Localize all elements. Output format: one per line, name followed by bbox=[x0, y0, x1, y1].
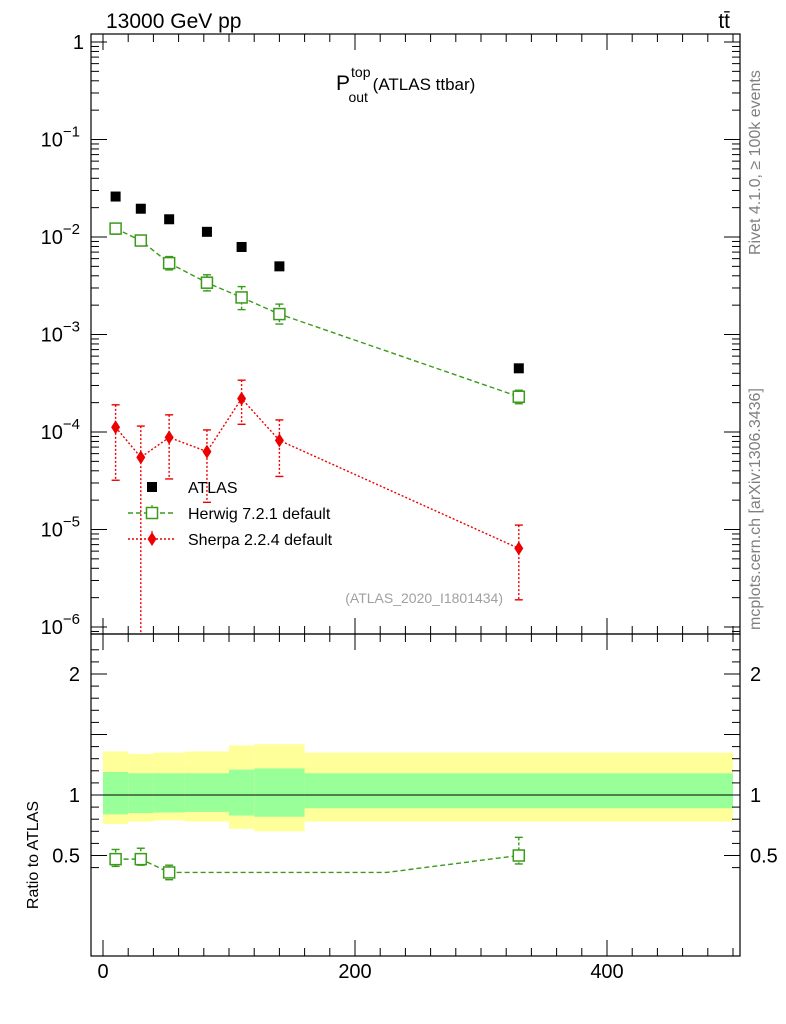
atlas-data-point bbox=[274, 261, 285, 272]
legend-marker-atlas bbox=[147, 482, 157, 492]
atlas-data-point bbox=[164, 214, 175, 225]
ratio-band-inner bbox=[229, 769, 255, 816]
atlas-data-point bbox=[513, 363, 524, 374]
sherpa-point bbox=[237, 391, 247, 406]
main-panel-axes: 10−610−510−410−310−210−11 bbox=[41, 32, 741, 639]
ratio-ytick-label-right: 2 bbox=[750, 664, 761, 686]
ratio-ytick-label-left: 2 bbox=[69, 664, 80, 686]
tick-exponent: −5 bbox=[63, 514, 80, 531]
ratio-band-inner bbox=[184, 773, 229, 812]
sherpa-point bbox=[164, 430, 174, 445]
tick-exponent: −1 bbox=[63, 124, 80, 141]
main-panel-content bbox=[109, 191, 526, 634]
xtick-label: 0 bbox=[97, 961, 108, 983]
legend-label-data: ATLAS bbox=[188, 480, 238, 497]
herwig-point bbox=[273, 307, 286, 321]
xtick-label: 200 bbox=[338, 961, 371, 983]
main-ytick-label: 10−5 bbox=[41, 514, 80, 542]
ratio-ytick-label-left: 0.5 bbox=[52, 846, 80, 868]
legend-marker-herwig bbox=[145, 506, 159, 520]
sherpa-point bbox=[514, 541, 524, 556]
herwig-point bbox=[162, 256, 176, 270]
title-suffix: (ATLAS ttbar) bbox=[368, 75, 475, 94]
ratio-ytick-label-right: 0.5 bbox=[750, 846, 778, 868]
title-sub: out bbox=[348, 89, 368, 105]
herwig-point bbox=[235, 291, 248, 304]
main-series-group bbox=[109, 191, 526, 634]
title-main: P bbox=[336, 72, 350, 95]
herwig-point bbox=[200, 276, 214, 289]
ratio-herwig-point bbox=[512, 849, 526, 862]
process-label: tt̄ bbox=[718, 10, 730, 33]
ratio-band-inner bbox=[128, 773, 154, 814]
ratio-panel-content bbox=[91, 744, 740, 881]
ratio-ytick-label-left: 1 bbox=[69, 785, 80, 807]
sherpa-point bbox=[202, 444, 212, 459]
ratio-panel-axes: 0 200 400 0.5 0.5 1 1 2 2 bbox=[52, 633, 778, 983]
main-ytick-label: 10−2 bbox=[41, 221, 80, 249]
legend-marker-sherpa bbox=[147, 532, 157, 546]
ratio-band-inner bbox=[304, 773, 733, 809]
ratio-herwig-line bbox=[115, 854, 519, 874]
ratio-band-inner bbox=[103, 772, 129, 815]
tick-exponent: −3 bbox=[63, 319, 80, 336]
tick-exponent: −4 bbox=[63, 416, 80, 433]
plot-title: Ptop out (ATLAS ttbar) bbox=[336, 64, 475, 105]
main-ytick-label: 10−3 bbox=[41, 319, 80, 347]
sherpa-line bbox=[115, 397, 520, 550]
energy-label: 13000 GeV pp bbox=[106, 10, 241, 33]
main-ytick-label: 1 bbox=[73, 32, 84, 54]
atlas-data-point bbox=[135, 203, 146, 214]
ratio-herwig-point bbox=[162, 866, 176, 879]
xtick-label: 400 bbox=[590, 961, 623, 983]
analysis-reference: (ATLAS_2020_I1801434) bbox=[345, 590, 503, 606]
ratio-band-inner bbox=[153, 773, 185, 813]
tick-base: 10 bbox=[41, 422, 63, 444]
sherpa-point bbox=[274, 433, 284, 448]
herwig-point bbox=[109, 222, 122, 235]
tick-base: 10 bbox=[41, 130, 63, 152]
ratio-herwig-group bbox=[109, 836, 526, 881]
herwig-point bbox=[134, 234, 148, 247]
herwig-point bbox=[512, 390, 526, 403]
atlas-data-point bbox=[236, 241, 247, 252]
ratio-herwig-point bbox=[109, 852, 122, 866]
tick-exponent: −2 bbox=[63, 221, 80, 238]
atlas-data-point bbox=[201, 226, 212, 237]
ratio-herwig-point bbox=[134, 852, 148, 866]
tick-base: 10 bbox=[41, 227, 63, 249]
sherpa-point bbox=[111, 420, 121, 435]
tick-exponent: −6 bbox=[63, 611, 80, 628]
tick-base: 10 bbox=[41, 325, 63, 347]
legend: ATLAS Herwig 7.2.1 default Sherpa 2.2.4 de… bbox=[128, 480, 333, 549]
ratio-band-inner bbox=[254, 768, 305, 817]
legend-label-herwig: Herwig 7.2.1 default bbox=[188, 506, 331, 523]
title-sup: top bbox=[351, 64, 371, 80]
main-ytick-label: 10−6 bbox=[41, 611, 80, 639]
tick-base: 10 bbox=[41, 520, 63, 542]
atlas-data-point bbox=[110, 191, 121, 202]
ratio-ytick-label-right: 1 bbox=[750, 785, 761, 807]
main-ytick-label: 10−1 bbox=[41, 124, 80, 152]
rivet-version-label: Rivet 4.1.0, ≥ 100k events bbox=[747, 70, 764, 255]
mcplots-label: mcplots.cern.ch [arXiv:1306.3436] bbox=[747, 388, 764, 630]
herwig-line bbox=[115, 227, 520, 398]
legend-label-sherpa: Sherpa 2.2.4 default bbox=[188, 532, 333, 549]
sherpa-point bbox=[136, 450, 146, 465]
ratio-ylabel: Ratio to ATLAS bbox=[25, 801, 42, 909]
tick-base: 10 bbox=[41, 617, 63, 639]
main-ytick-label: 10−4 bbox=[41, 416, 80, 444]
